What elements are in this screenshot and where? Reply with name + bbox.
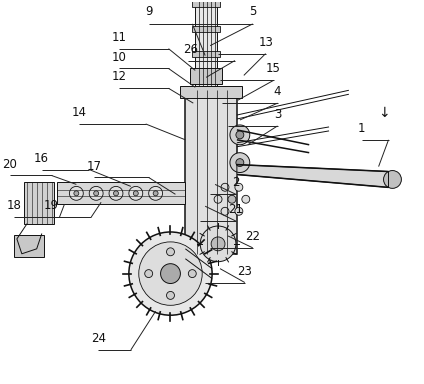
Circle shape [200, 226, 236, 262]
Circle shape [230, 153, 250, 172]
Circle shape [129, 186, 143, 200]
Circle shape [235, 207, 243, 215]
Circle shape [109, 186, 123, 200]
Text: 10: 10 [112, 51, 126, 63]
Text: 1: 1 [358, 122, 365, 135]
Text: 20: 20 [3, 157, 17, 170]
Text: 24: 24 [91, 332, 106, 345]
Circle shape [221, 183, 229, 191]
Bar [14, 235, 44, 257]
Text: 11: 11 [112, 31, 126, 44]
Bar [192, 51, 220, 56]
Circle shape [221, 207, 229, 215]
Circle shape [139, 242, 202, 305]
Text: 2: 2 [232, 176, 240, 189]
Circle shape [236, 159, 244, 167]
Text: ↓: ↓ [378, 106, 389, 120]
Circle shape [129, 232, 212, 315]
Text: 14: 14 [72, 106, 87, 119]
Bar [192, 1, 220, 7]
Circle shape [89, 186, 103, 200]
Circle shape [70, 186, 83, 200]
Circle shape [74, 191, 79, 196]
Circle shape [235, 183, 243, 191]
Circle shape [230, 125, 250, 145]
Circle shape [114, 191, 118, 196]
Circle shape [167, 248, 174, 256]
Text: 5: 5 [249, 5, 257, 18]
Circle shape [94, 191, 99, 196]
Circle shape [384, 170, 402, 189]
Bar [185, 90, 237, 254]
Circle shape [167, 291, 174, 300]
Circle shape [211, 237, 225, 251]
Circle shape [149, 186, 162, 200]
Polygon shape [237, 165, 388, 187]
Text: 23: 23 [237, 265, 252, 278]
Circle shape [236, 131, 244, 139]
Text: 26: 26 [183, 43, 198, 56]
Text: 9: 9 [145, 5, 153, 18]
Text: 4: 4 [274, 85, 281, 98]
Text: 12: 12 [112, 70, 126, 83]
Bar [24, 182, 53, 224]
Text: 22: 22 [245, 230, 260, 243]
Circle shape [161, 264, 180, 283]
Text: 13: 13 [258, 36, 273, 49]
Text: 3: 3 [274, 108, 281, 121]
Circle shape [242, 195, 250, 203]
Circle shape [133, 191, 138, 196]
Text: 15: 15 [266, 63, 281, 75]
Text: 17: 17 [86, 159, 102, 172]
Circle shape [153, 191, 158, 196]
Bar [192, 26, 220, 32]
Text: 16: 16 [34, 152, 49, 165]
Circle shape [145, 270, 153, 278]
Circle shape [188, 270, 196, 278]
Text: 19: 19 [44, 199, 59, 212]
Text: 18: 18 [6, 199, 21, 212]
Circle shape [214, 195, 222, 203]
Bar [195, 0, 217, 86]
Bar [190, 68, 222, 84]
Text: 21: 21 [229, 203, 243, 216]
Circle shape [228, 195, 236, 203]
Bar [56, 182, 185, 204]
Bar [180, 86, 242, 98]
